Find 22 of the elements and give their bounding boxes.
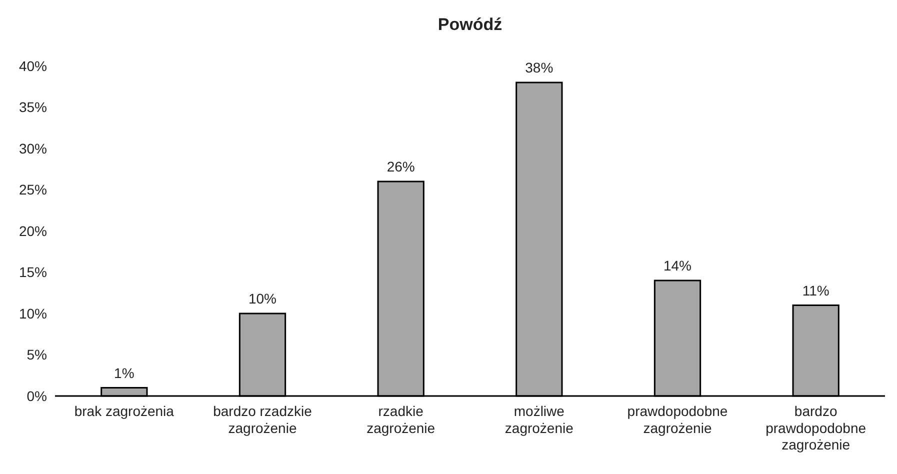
y-tick-label: 10% [18,305,47,322]
chart-title: Powódź [438,15,502,34]
y-tick-label: 20% [18,222,47,239]
y-tick-label: 0% [26,388,47,404]
y-tick-label: 25% [18,182,47,198]
data-label: 38% [525,60,554,76]
data-label: 26% [386,158,415,174]
y-tick-label: 40% [18,58,47,74]
y-tick-label: 30% [18,140,47,156]
x-tick-label: możliwe zagrożenie [504,403,574,436]
x-tick-label: rzadkie zagrożenie [366,403,436,436]
x-tick-label: bardzo prawdopodobne zagrożenie [766,403,866,453]
y-tick-label: 35% [18,99,47,116]
x-tick-label: prawdopodobne zagrożenie [627,403,728,436]
data-label: 10% [248,290,277,306]
data-label: 14% [663,258,692,274]
x-tick-label: brak zagrożenia [74,403,174,419]
x-tick-label: bardzo rzadzkie zagrożenie [213,403,312,436]
data-label: 11% [802,282,830,298]
y-tick-label: 15% [18,264,47,280]
data-label: 1% [114,364,134,381]
y-tick-label: 5% [26,346,47,363]
